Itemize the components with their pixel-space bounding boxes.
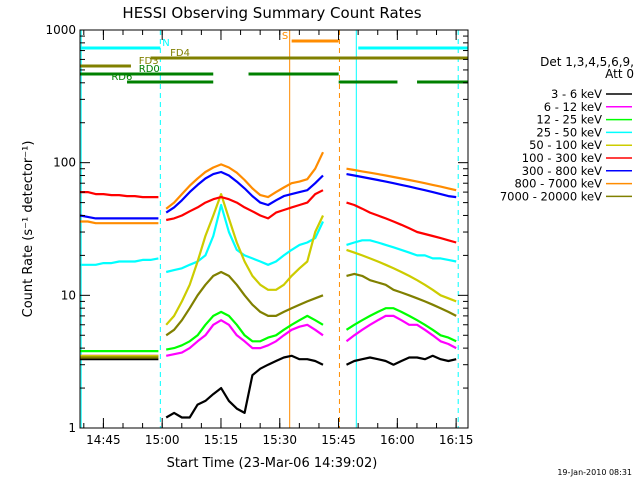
series-line	[80, 220, 159, 225]
x-tick-label: 16:15	[439, 433, 474, 447]
legend-label: 100 - 300 keV	[522, 151, 602, 165]
series-line	[80, 257, 159, 266]
axes: 1 10 100 1000 14:45 15:00 15:15 15:30 15:45 16:00…	[45, 23, 473, 447]
flag-label-rd0: RD0	[139, 64, 160, 75]
legend-label: 25 - 50 keV	[536, 125, 602, 139]
series-line	[346, 248, 457, 303]
flag-label-fd4: FD4	[170, 48, 190, 59]
series-line	[346, 354, 457, 366]
series-line	[345, 314, 457, 350]
series-line	[79, 214, 159, 220]
y-axis-label: Count Rate (s⁻¹ detector⁻¹)	[21, 141, 36, 318]
x-axis-label: Start Time (23-Mar-06 14:39:02)	[167, 456, 378, 471]
legend-header-1: Det 1,3,4,5,6,9,	[540, 55, 634, 69]
flag-label-s: S	[282, 31, 288, 42]
y-tick-label: 1	[68, 421, 76, 435]
legend-header-2: Att 0	[605, 67, 634, 81]
series-line	[346, 239, 457, 263]
y-tick-label: 1000	[45, 23, 76, 37]
footer-timestamp: 19-Jan-2010 08:31	[557, 468, 632, 477]
data-layer	[79, 30, 459, 428]
plot-frame	[79, 29, 469, 429]
x-tick-label: 15:45	[321, 433, 356, 447]
legend-label: 6 - 12 keV	[544, 100, 602, 114]
series-line	[165, 189, 324, 222]
legend-label: 12 - 25 keV	[536, 113, 602, 127]
series-line	[165, 310, 324, 351]
flag-label-rd6: RD6	[111, 72, 132, 83]
legend-label: 800 - 7000 keV	[514, 177, 602, 191]
chart-title: HESSI Observing Summary Count Rates	[122, 4, 421, 22]
series-line	[165, 203, 324, 274]
series-line	[165, 319, 324, 357]
y-tick-label: 100	[53, 156, 76, 170]
series-line	[165, 270, 324, 337]
series-line	[346, 201, 457, 244]
series-line	[165, 354, 324, 419]
legend-label: 300 - 800 keV	[522, 164, 602, 178]
x-tick-label: 15:15	[204, 433, 239, 447]
series-line	[345, 307, 457, 343]
series-line	[165, 170, 324, 214]
x-tick-label: 15:00	[145, 433, 180, 447]
series-line	[165, 193, 324, 326]
legend-label: 7000 - 20000 keV	[500, 189, 602, 203]
x-tick-label: 14:45	[86, 433, 121, 447]
y-tick-label: 10	[61, 288, 76, 302]
legend-label: 3 - 6 keV	[551, 87, 602, 101]
legend-label: 50 - 100 keV	[529, 138, 602, 152]
flag-label-fd3: FD3	[139, 56, 159, 67]
x-tick-label: 15:30	[262, 433, 297, 447]
flag-label-n: N	[162, 38, 169, 49]
series-line	[165, 151, 324, 210]
series-line	[80, 191, 159, 199]
series-line	[346, 272, 457, 317]
series-line	[346, 167, 457, 192]
series-line	[346, 173, 457, 199]
x-tick-label: 16:00	[380, 433, 415, 447]
